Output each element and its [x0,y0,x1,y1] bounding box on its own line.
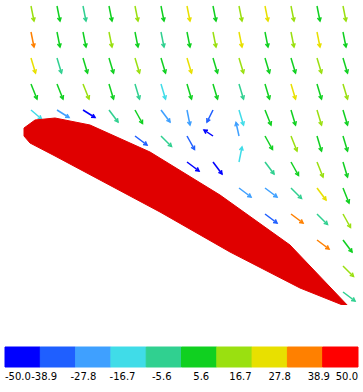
svg-text:16.7: 16.7 [229,371,251,382]
svg-text:-50.0: -50.0 [5,371,31,382]
svg-text:-5.6: -5.6 [152,371,172,382]
svg-text:27.8: 27.8 [269,371,291,382]
svg-text:-38.9: -38.9 [31,371,57,382]
svg-text:5.6: 5.6 [193,371,209,382]
svg-text:50.0: 50.0 [336,371,358,382]
svg-text:38.9: 38.9 [308,371,330,382]
svg-text:-16.7: -16.7 [110,371,136,382]
svg-text:-27.8: -27.8 [70,371,96,382]
